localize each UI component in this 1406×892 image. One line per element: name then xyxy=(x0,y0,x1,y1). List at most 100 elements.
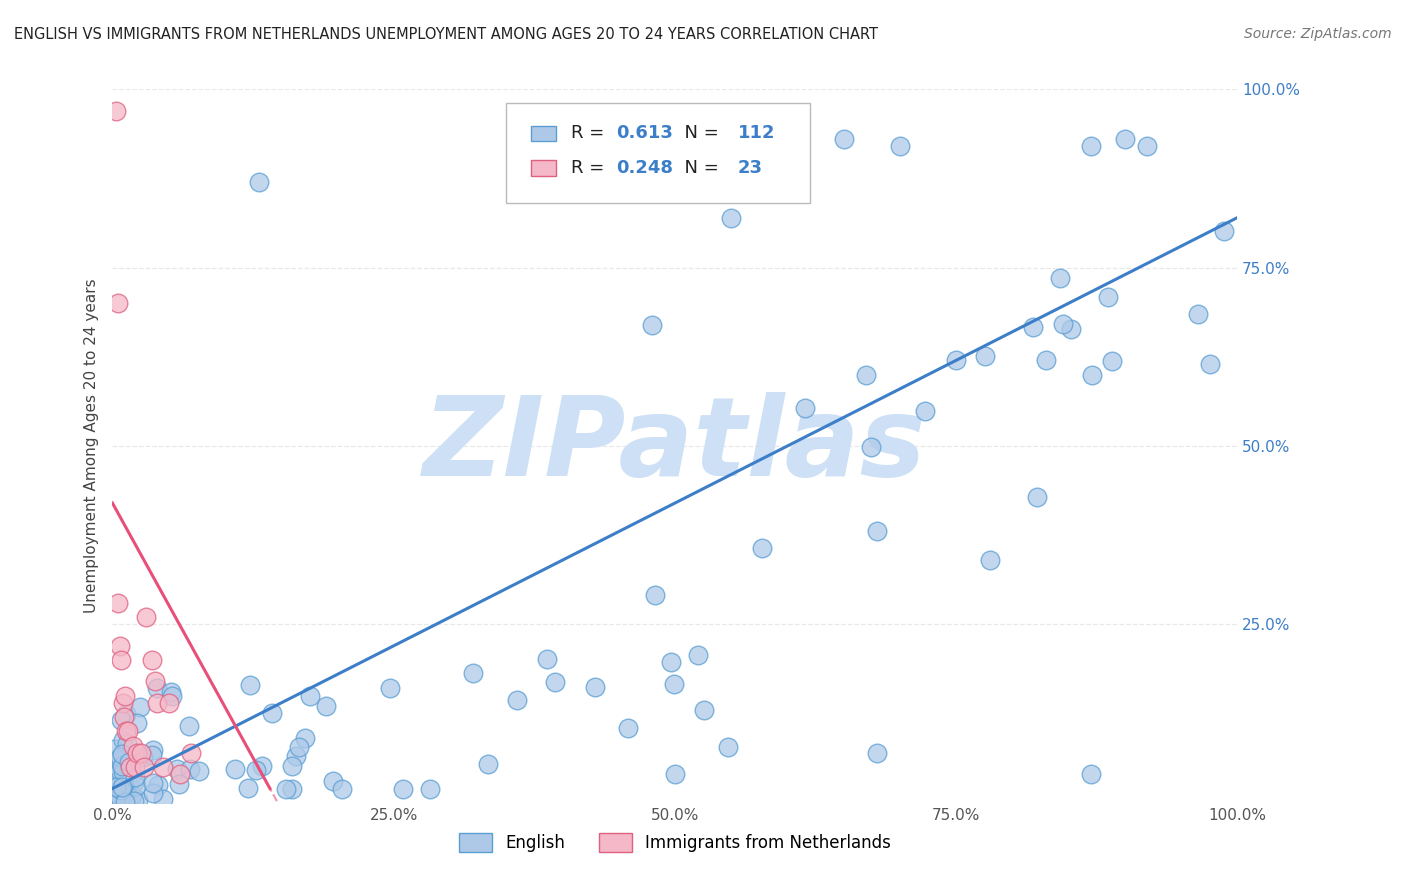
Point xyxy=(979,553,1001,567)
Point xyxy=(252,759,274,773)
Point xyxy=(262,706,284,720)
Point xyxy=(159,685,181,699)
Point xyxy=(141,653,163,667)
Text: 23: 23 xyxy=(738,159,763,177)
Point xyxy=(121,739,143,753)
Point xyxy=(1097,290,1119,304)
Point xyxy=(143,674,166,689)
Point xyxy=(107,596,129,610)
Point xyxy=(294,731,316,745)
Point xyxy=(146,696,169,710)
Point xyxy=(121,788,143,802)
Text: ENGLISH VS IMMIGRANTS FROM NETHERLANDS UNEMPLOYMENT AMONG AGES 20 TO 24 YEARS CO: ENGLISH VS IMMIGRANTS FROM NETHERLANDS U… xyxy=(14,27,879,42)
Point xyxy=(127,793,149,807)
Point xyxy=(146,778,169,792)
Point xyxy=(125,779,148,793)
Point xyxy=(1080,767,1102,781)
Point xyxy=(889,139,911,153)
Point xyxy=(641,318,664,332)
Point xyxy=(111,777,134,791)
Point xyxy=(315,699,337,714)
Point xyxy=(166,762,188,776)
Point xyxy=(117,724,139,739)
Point xyxy=(117,777,139,791)
Point xyxy=(107,296,129,310)
Point xyxy=(112,770,135,784)
Point xyxy=(112,710,135,724)
Point xyxy=(167,777,190,791)
Point xyxy=(157,696,180,710)
Point xyxy=(794,401,817,415)
Point xyxy=(111,747,134,761)
Point xyxy=(247,175,270,189)
Point xyxy=(112,733,135,747)
Point xyxy=(866,746,889,760)
Point xyxy=(177,719,200,733)
Point xyxy=(107,785,129,799)
Point xyxy=(110,639,132,653)
Point xyxy=(132,760,155,774)
Point xyxy=(617,721,640,735)
Point xyxy=(114,689,136,703)
Point xyxy=(104,103,127,118)
Point xyxy=(110,753,132,767)
Point xyxy=(107,787,129,801)
Point xyxy=(1187,307,1209,321)
Point xyxy=(693,703,716,717)
Point xyxy=(120,753,142,767)
Point xyxy=(280,781,302,796)
Point xyxy=(1025,490,1047,504)
Point xyxy=(112,778,135,792)
Point xyxy=(108,764,131,778)
Point xyxy=(111,765,134,780)
Point xyxy=(110,791,132,805)
Text: 0.613: 0.613 xyxy=(616,125,673,143)
Text: R =: R = xyxy=(571,125,610,143)
Point xyxy=(112,763,135,777)
Point xyxy=(120,760,142,774)
Text: Source: ZipAtlas.com: Source: ZipAtlas.com xyxy=(1244,27,1392,41)
Point xyxy=(1212,224,1234,238)
Point xyxy=(945,353,967,368)
Y-axis label: Unemployment Among Ages 20 to 24 years: Unemployment Among Ages 20 to 24 years xyxy=(83,278,98,614)
Point xyxy=(132,749,155,764)
Point xyxy=(142,776,165,790)
Point xyxy=(914,403,936,417)
Point xyxy=(141,747,163,762)
Point xyxy=(104,790,127,805)
Point xyxy=(720,211,742,225)
Point xyxy=(115,784,138,798)
Point xyxy=(1080,139,1102,153)
Point xyxy=(224,762,246,776)
Point xyxy=(127,746,149,760)
Point xyxy=(108,750,131,764)
Point xyxy=(506,693,529,707)
Point xyxy=(544,674,567,689)
Point xyxy=(974,349,997,363)
Point xyxy=(142,786,165,800)
Legend: English, Immigrants from Netherlands: English, Immigrants from Netherlands xyxy=(451,826,898,859)
Point xyxy=(179,762,201,776)
Point xyxy=(110,713,132,727)
Point xyxy=(662,676,685,690)
Point xyxy=(1080,368,1102,383)
Point xyxy=(1114,132,1136,146)
Point xyxy=(107,778,129,792)
Point xyxy=(1035,353,1057,368)
Point xyxy=(180,746,202,760)
Point xyxy=(111,696,134,710)
Point xyxy=(152,760,174,774)
Point xyxy=(463,666,485,681)
Point xyxy=(859,440,882,454)
Point xyxy=(122,774,145,789)
FancyBboxPatch shape xyxy=(531,160,555,176)
Point xyxy=(330,781,353,796)
Point xyxy=(419,781,441,796)
Point xyxy=(1060,321,1083,335)
Point xyxy=(142,743,165,757)
Point xyxy=(1049,271,1071,285)
Point xyxy=(104,780,127,794)
Point xyxy=(536,651,558,665)
Point xyxy=(108,795,131,809)
Point xyxy=(114,706,136,721)
